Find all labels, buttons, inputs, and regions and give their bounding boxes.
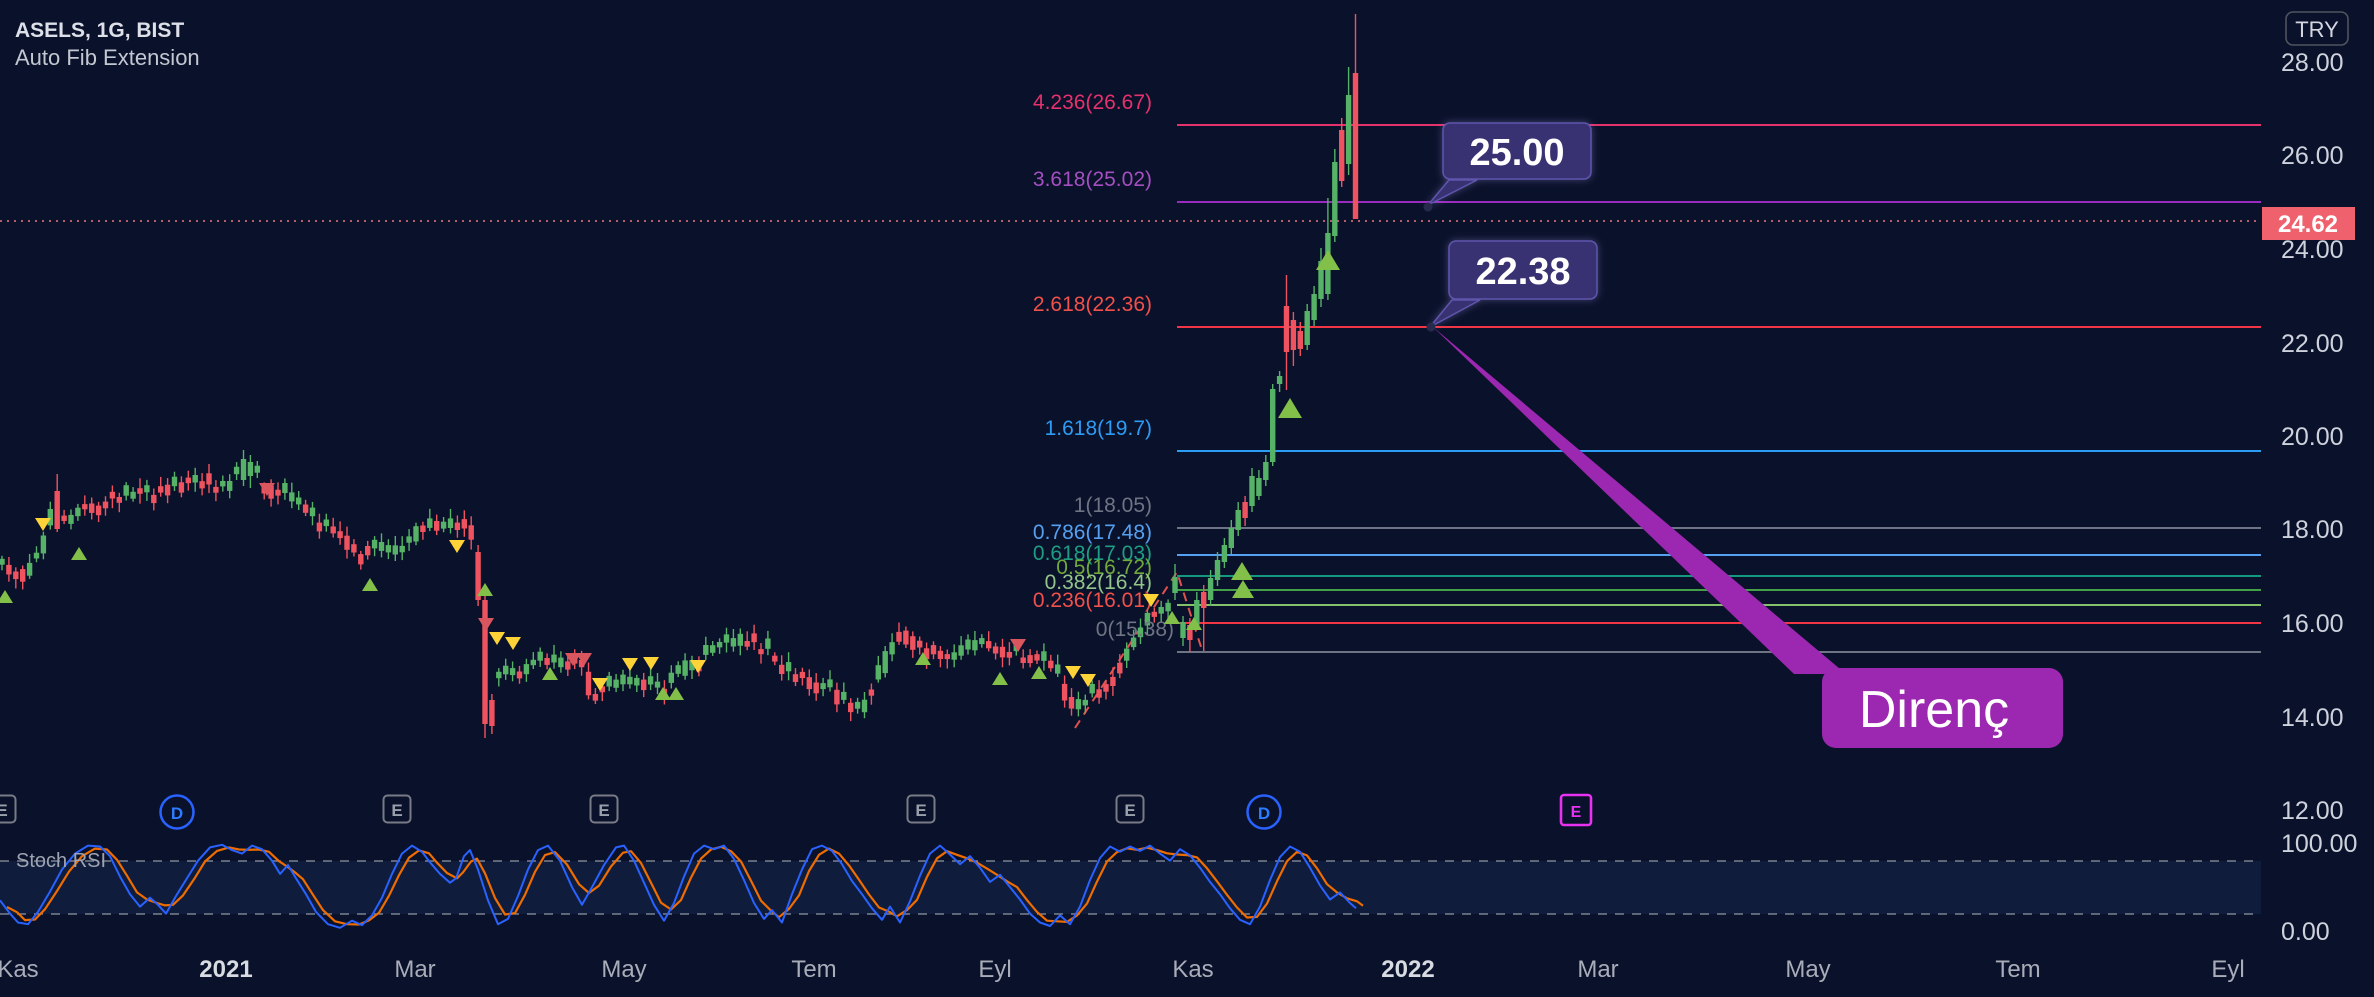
svg-text:4.236(26.67): 4.236(26.67) — [1033, 91, 1152, 114]
svg-text:14.00: 14.00 — [2281, 704, 2344, 732]
svg-text:E: E — [0, 801, 8, 820]
svg-text:E: E — [598, 801, 609, 820]
svg-text:20.00: 20.00 — [2281, 423, 2344, 451]
svg-text:22.38: 22.38 — [1475, 251, 1570, 293]
svg-text:0(15.38): 0(15.38) — [1096, 618, 1174, 641]
svg-text:3.618(25.02): 3.618(25.02) — [1033, 168, 1152, 191]
svg-text:18.00: 18.00 — [2281, 516, 2344, 544]
svg-text:TRY: TRY — [2295, 17, 2339, 42]
svg-text:May: May — [1785, 956, 1830, 983]
svg-text:2022: 2022 — [1381, 956, 1434, 983]
svg-text:28.00: 28.00 — [2281, 49, 2344, 77]
svg-text:16.00: 16.00 — [2281, 610, 2344, 638]
svg-text:25.00: 25.00 — [1469, 132, 1564, 174]
svg-text:E: E — [391, 801, 402, 820]
svg-text:0.618(17.03): 0.618(17.03) — [1033, 542, 1152, 565]
svg-text:Tem: Tem — [791, 956, 836, 983]
svg-text:Eyl: Eyl — [2211, 956, 2244, 983]
svg-text:Eyl: Eyl — [978, 956, 1011, 983]
svg-text:24.62: 24.62 — [2278, 211, 2338, 238]
svg-text:Stoch RSI: Stoch RSI — [16, 850, 106, 872]
svg-text:Auto Fib Extension: Auto Fib Extension — [15, 45, 200, 70]
svg-text:Kas: Kas — [0, 956, 39, 983]
svg-text:2.618(22.36): 2.618(22.36) — [1033, 293, 1152, 316]
svg-text:100.00: 100.00 — [2281, 830, 2357, 858]
svg-text:Direnç: Direnç — [1859, 681, 2009, 739]
svg-text:D: D — [1258, 804, 1270, 823]
svg-text:0.786(17.48): 0.786(17.48) — [1033, 521, 1152, 544]
svg-text:E: E — [915, 801, 926, 820]
svg-text:0.5(16.72): 0.5(16.72) — [1056, 556, 1152, 579]
svg-text:Mar: Mar — [394, 956, 435, 983]
svg-text:1.618(19.7): 1.618(19.7) — [1045, 417, 1152, 440]
svg-text:0.382(16.4): 0.382(16.4) — [1045, 571, 1152, 594]
svg-text:22.00: 22.00 — [2281, 330, 2344, 358]
svg-text:Kas: Kas — [1172, 956, 1213, 983]
svg-text:0.236(16.01): 0.236(16.01) — [1033, 589, 1152, 612]
svg-text:Mar: Mar — [1577, 956, 1618, 983]
svg-text:E: E — [1124, 801, 1135, 820]
svg-text:ASELS, 1G, BIST: ASELS, 1G, BIST — [15, 19, 184, 42]
svg-text:Tem: Tem — [1995, 956, 2040, 983]
svg-text:26.00: 26.00 — [2281, 142, 2344, 170]
svg-text:May: May — [601, 956, 646, 983]
svg-text:2021: 2021 — [199, 956, 252, 983]
svg-text:24.00: 24.00 — [2281, 236, 2344, 264]
svg-text:1(18.05): 1(18.05) — [1074, 494, 1152, 517]
svg-text:D: D — [171, 804, 183, 823]
svg-text:E: E — [1571, 804, 1582, 821]
svg-text:0.00: 0.00 — [2281, 918, 2330, 946]
svg-text:12.00: 12.00 — [2281, 797, 2344, 825]
